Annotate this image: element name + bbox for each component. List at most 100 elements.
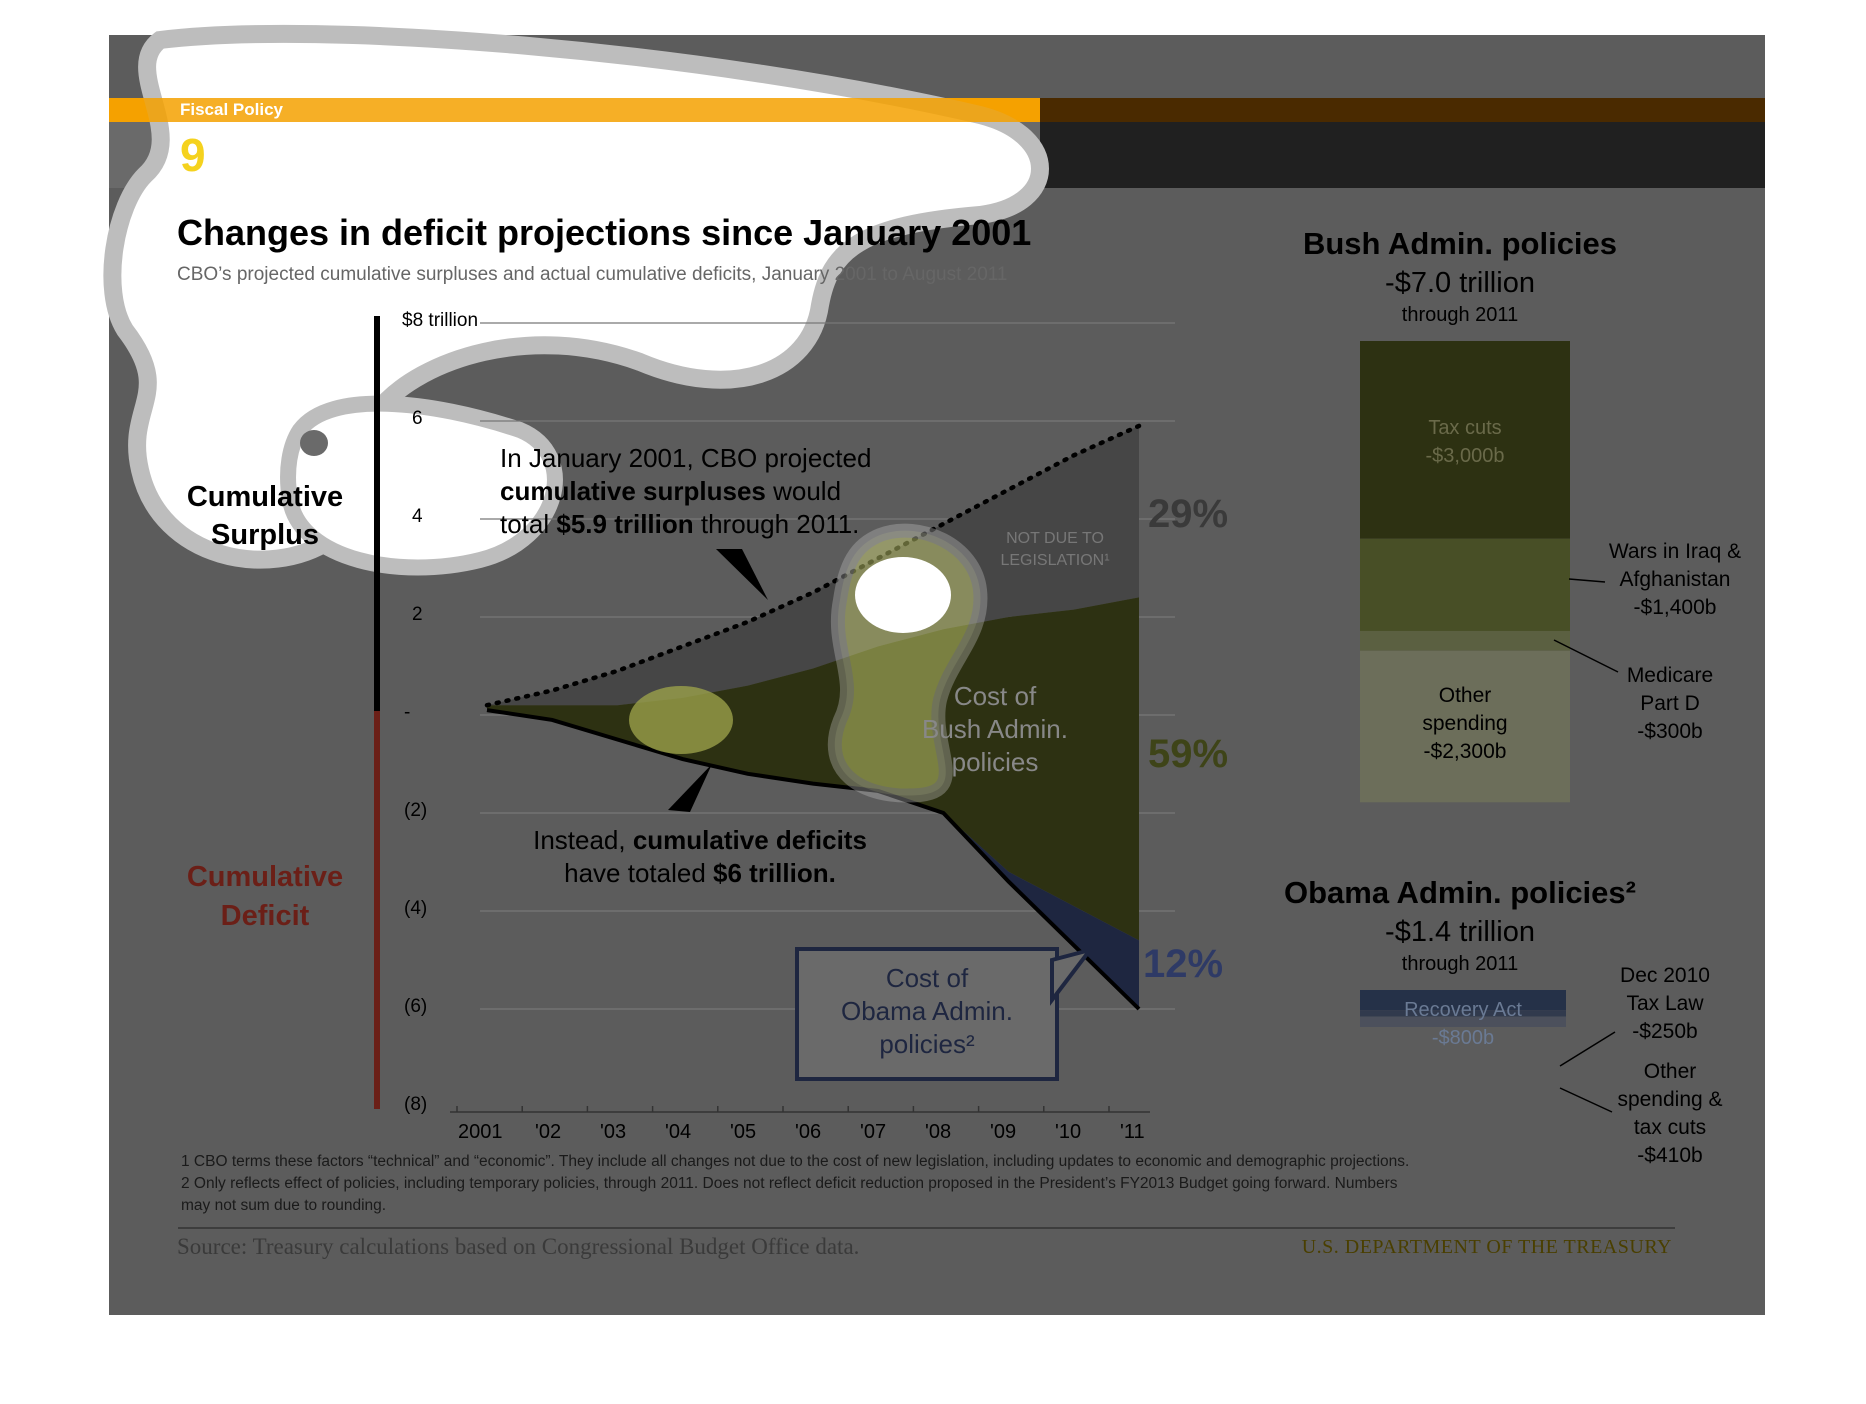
bush-bar-segment <box>1360 630 1570 651</box>
projected-pre: total <box>500 509 557 539</box>
title-band-dark <box>1040 122 1765 188</box>
chart-title: Changes in deficit projections since Jan… <box>177 212 1032 253</box>
x-tick-label: '09 <box>990 1121 1017 1143</box>
page-title: 9 Causes of Deficits Since 2001 <box>180 128 772 182</box>
chart-subtitle: CBO’s projected cumulative surpluses and… <box>177 264 1008 285</box>
line-layer <box>484 423 1142 1011</box>
projected-tail: through 2011. <box>693 509 860 539</box>
recovery-act-line1: Recovery Act <box>1404 999 1522 1021</box>
highlight-blob-lower <box>280 395 563 576</box>
x-tick-label: '03 <box>600 1121 627 1143</box>
dec2010-leader <box>1559 1031 1616 1067</box>
highlight-bubble-white <box>855 557 951 633</box>
bush-cost-line2: Bush Admin. <box>922 714 1068 744</box>
dec2010-line2: Tax Law <box>1626 992 1704 1015</box>
not-due-line1: NOT DUE TO <box>1006 530 1104 547</box>
other-spending-label: Other spending -$2,300b <box>1360 682 1570 766</box>
x-tick-label: '04 <box>665 1121 692 1143</box>
actual-deficit-line <box>486 708 1141 1011</box>
obama-panel-title: Obama Admin. policies² <box>1284 875 1636 910</box>
obama-percent: 12% <box>1143 942 1224 986</box>
bush-cost-label: Cost of Bush Admin. policies <box>900 680 1090 779</box>
medicare-leader <box>1553 639 1619 673</box>
surplus-axis-bar <box>374 316 380 711</box>
footnote-2-cont: may not sum due to rounding. <box>181 1197 387 1214</box>
other-obama-line4: -$410b <box>1637 1144 1703 1167</box>
obama-cost-line1: Cost of <box>885 963 969 993</box>
bush-bar-segment <box>1360 341 1570 539</box>
section-label: Fiscal Policy <box>180 100 283 119</box>
bush-cost-line1: Cost of <box>953 681 1037 711</box>
obama-callout-tail <box>1050 946 1096 1006</box>
actual-callout-line2: have totaled $6 trillion. <box>500 857 900 890</box>
bush-policies-area <box>487 597 1139 941</box>
x-tick-label: 2001 <box>458 1121 503 1143</box>
deficit-label: Cumulative Deficit <box>170 858 360 936</box>
technical-percent: 29% <box>1148 492 1229 536</box>
x-tick-label: '05 <box>730 1121 757 1143</box>
x-tick-label: '08 <box>925 1121 952 1143</box>
deficit-label-line1: Cumulative <box>186 861 344 893</box>
bush-panel-through: through 2011 <box>1401 304 1519 326</box>
actual-callout-pointer <box>668 764 712 812</box>
not-due-line2: LEGISLATION¹ <box>1000 552 1110 569</box>
highlight-bubble-left <box>629 686 733 754</box>
obama-bar-segment <box>1360 1010 1566 1017</box>
actual-callout-line1: Instead, cumulative deficits <box>500 824 900 857</box>
other-obama-leader <box>1559 1087 1613 1113</box>
surplus-label-line2: Surplus <box>211 519 319 551</box>
other-spending-line1: Other <box>1438 684 1492 707</box>
obama-cost-line3: policies² <box>879 1029 975 1059</box>
y-tick-label: - <box>404 702 411 723</box>
deficit-axis-bar <box>374 711 380 1109</box>
tax-cuts-label: Tax cuts -$3,000b <box>1360 414 1570 470</box>
actual-pre-2: have totaled <box>564 858 714 888</box>
dec2010-line1: Dec 2010 <box>1620 964 1710 987</box>
bush-bar-segment <box>1360 650 1570 803</box>
projected-rest: would <box>765 476 842 506</box>
bush-percent: 59% <box>1148 732 1229 776</box>
actual-pre: Instead, <box>533 825 633 855</box>
y-tick-label: $8 trillion <box>402 310 479 331</box>
y-tick-label: (4) <box>404 898 428 919</box>
projected-bold-phrase: cumulative surpluses <box>500 476 766 506</box>
actual-bold-phrase: cumulative deficits <box>632 825 867 855</box>
obama-panel-through: through 2011 <box>1401 953 1519 975</box>
projected-callout-line1: In January 2001, CBO projected <box>500 443 872 473</box>
obama-cost-label: Cost of Obama Admin. policies² <box>797 962 1057 1061</box>
projected-callout-line2: cumulative surpluses would <box>500 475 871 508</box>
wars-line2: Afghanistan <box>1619 568 1731 591</box>
obama-cost-line2: Obama Admin. <box>841 996 1013 1026</box>
axis-layer <box>450 1106 1150 1113</box>
agency-name: U.S. DEPARTMENT OF THE TREASURY <box>1301 1236 1672 1258</box>
obama-callout-box <box>795 947 1059 1081</box>
obama-panel-header: Obama Admin. policies² -$1.4 trillion th… <box>1250 873 1670 977</box>
bar-layer <box>1360 341 1570 1027</box>
bush-bar-segment <box>1360 538 1570 631</box>
other-spending-line3: -$2,300b <box>1423 740 1507 763</box>
other-obama-line3: tax cuts <box>1633 1116 1707 1139</box>
y-tick-label: (8) <box>404 1094 428 1115</box>
medicare-line3: -$300b <box>1637 720 1703 743</box>
dec2010-line3: -$250b <box>1632 1020 1698 1043</box>
projected-callout: In January 2001, CBO projected cumulativ… <box>500 442 871 541</box>
actual-callout: Instead, cumulative deficits have totale… <box>500 824 900 890</box>
tax-cuts-line1: Tax cuts <box>1428 417 1502 439</box>
medicare-line2: Part D <box>1640 692 1700 715</box>
projected-amount: $5.9 trillion <box>556 509 694 539</box>
bush-panel-total: -$7.0 trillion <box>1385 267 1535 299</box>
footnote-2: 2 Only reflects effect of policies, incl… <box>181 1175 1398 1192</box>
medicare-label: Medicare Part D -$300b <box>1590 662 1750 746</box>
projected-callout-line3: total $5.9 trillion through 2011. <box>500 508 871 541</box>
obama-bar-segment <box>1360 1016 1566 1027</box>
surplus-label: Cumulative Surplus <box>170 478 360 554</box>
wars-line3: -$1,400b <box>1633 596 1717 619</box>
bush-cost-line3: policies <box>951 747 1039 777</box>
x-tick-label: '10 <box>1055 1121 1082 1143</box>
x-tick-label: '11 <box>1120 1121 1145 1143</box>
projected-callout-pointer <box>716 549 768 600</box>
y-tick-label: (6) <box>404 996 428 1017</box>
projected-surplus-line <box>484 423 1142 708</box>
